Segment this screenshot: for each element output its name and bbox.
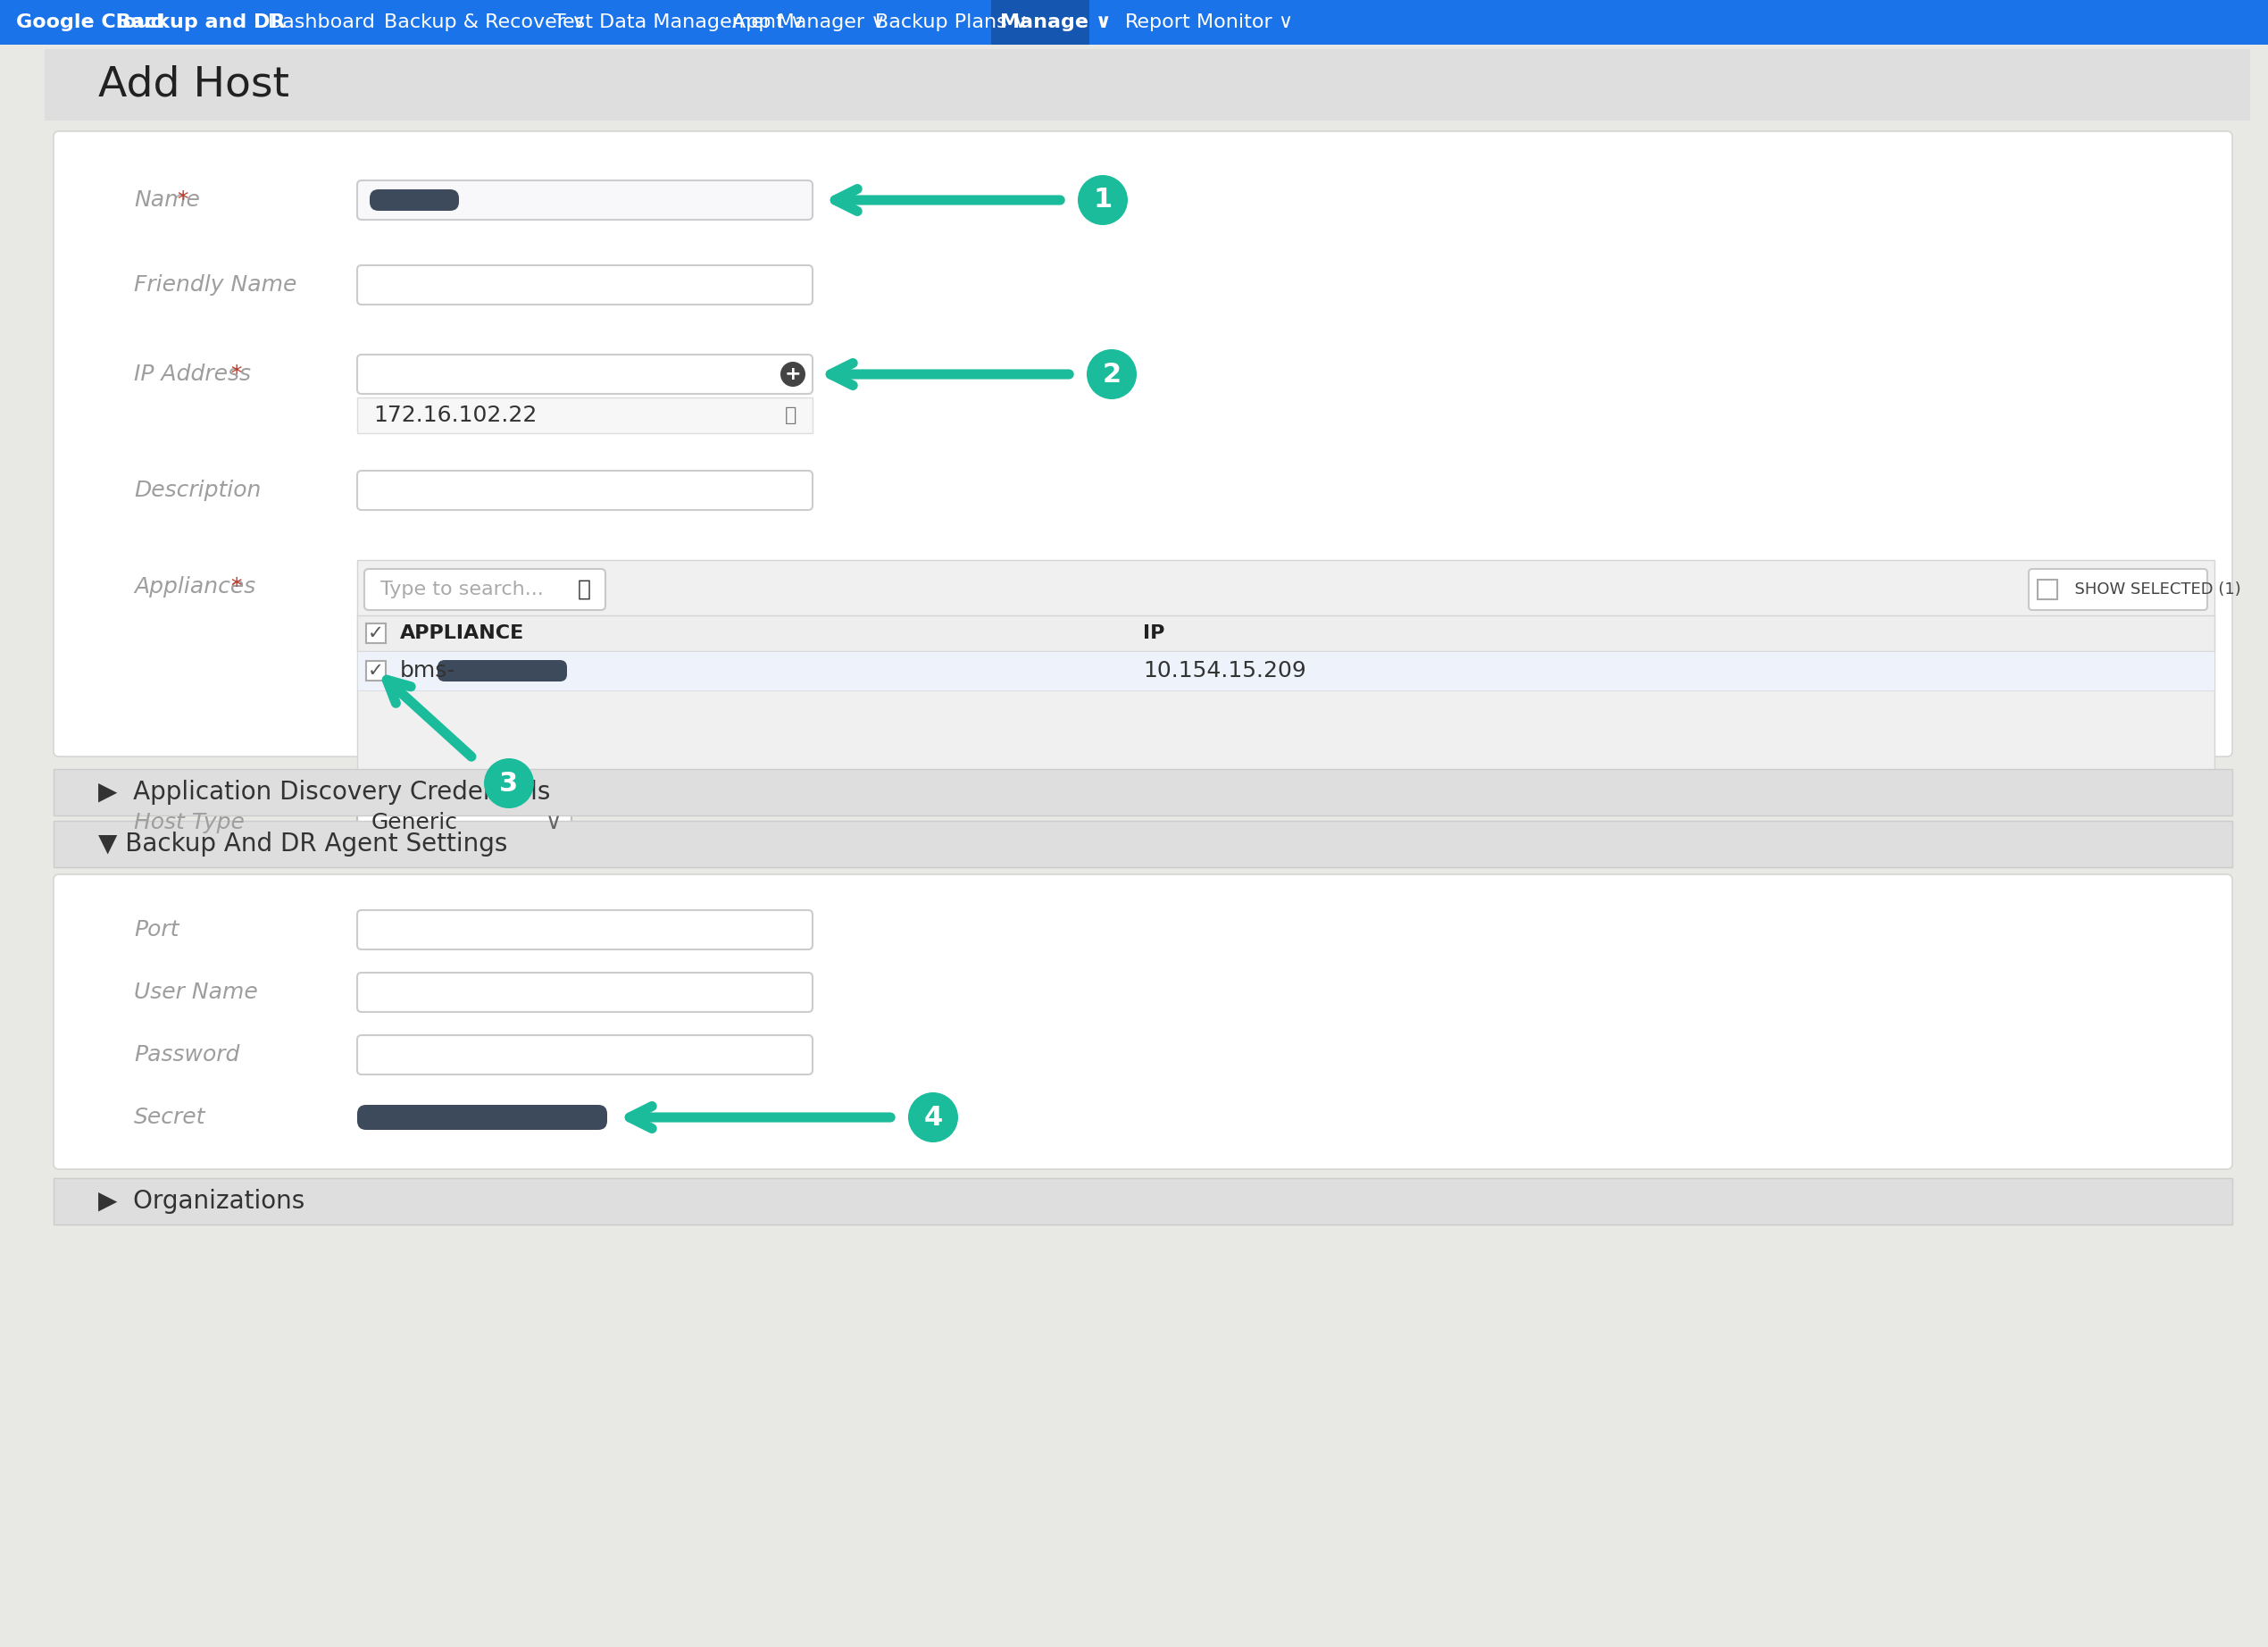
Text: Type to search...: Type to search... bbox=[381, 580, 544, 598]
Text: 2: 2 bbox=[1102, 361, 1120, 387]
Text: 4: 4 bbox=[923, 1105, 943, 1130]
Text: Generic: Generic bbox=[372, 812, 458, 833]
FancyBboxPatch shape bbox=[356, 181, 812, 219]
Text: 1: 1 bbox=[1093, 188, 1111, 212]
FancyBboxPatch shape bbox=[991, 0, 1089, 44]
Text: App Manager ∨: App Manager ∨ bbox=[733, 13, 885, 31]
FancyBboxPatch shape bbox=[356, 1036, 812, 1074]
FancyArrowPatch shape bbox=[631, 1107, 891, 1128]
Text: Backup & Recover ∨: Backup & Recover ∨ bbox=[383, 13, 585, 31]
Text: 10.154.15.209: 10.154.15.209 bbox=[1143, 660, 1306, 682]
FancyBboxPatch shape bbox=[356, 354, 812, 394]
FancyBboxPatch shape bbox=[438, 660, 567, 682]
Text: Backup Plans ∨: Backup Plans ∨ bbox=[875, 13, 1027, 31]
FancyBboxPatch shape bbox=[356, 471, 812, 511]
FancyBboxPatch shape bbox=[54, 875, 2232, 1169]
Text: *: * bbox=[177, 189, 188, 211]
Text: Description: Description bbox=[134, 479, 261, 501]
Text: Name: Name bbox=[134, 189, 200, 211]
Circle shape bbox=[1077, 175, 1127, 226]
Text: Report: Report bbox=[1125, 13, 1191, 31]
Text: Host Type: Host Type bbox=[134, 812, 245, 833]
Text: 172.16.102.22: 172.16.102.22 bbox=[374, 405, 538, 427]
Text: Monitor ∨: Monitor ∨ bbox=[1198, 13, 1293, 31]
FancyArrowPatch shape bbox=[830, 362, 1068, 385]
Text: Friendly Name: Friendly Name bbox=[134, 273, 297, 296]
Text: Backup and DR: Backup and DR bbox=[116, 13, 286, 31]
Text: Secret: Secret bbox=[134, 1107, 206, 1128]
FancyBboxPatch shape bbox=[356, 911, 812, 949]
Text: ▶  Organizations: ▶ Organizations bbox=[98, 1189, 304, 1214]
Text: 🗑: 🗑 bbox=[785, 407, 796, 425]
FancyBboxPatch shape bbox=[365, 660, 386, 680]
FancyBboxPatch shape bbox=[356, 804, 572, 842]
Text: *: * bbox=[231, 576, 240, 598]
Text: Add Host: Add Host bbox=[98, 64, 290, 105]
FancyArrowPatch shape bbox=[388, 680, 472, 756]
FancyBboxPatch shape bbox=[356, 1105, 608, 1130]
FancyBboxPatch shape bbox=[365, 624, 386, 642]
Text: ▼ Backup And DR Agent Settings: ▼ Backup And DR Agent Settings bbox=[98, 832, 508, 856]
FancyBboxPatch shape bbox=[356, 651, 2214, 690]
Text: IP: IP bbox=[1143, 624, 1166, 642]
Text: Password: Password bbox=[134, 1044, 240, 1066]
FancyBboxPatch shape bbox=[0, 0, 2268, 44]
FancyBboxPatch shape bbox=[356, 397, 812, 433]
Circle shape bbox=[780, 362, 805, 387]
FancyBboxPatch shape bbox=[2028, 568, 2207, 609]
FancyBboxPatch shape bbox=[54, 132, 2232, 756]
FancyArrowPatch shape bbox=[835, 189, 1059, 211]
Text: bms-: bms- bbox=[399, 660, 456, 682]
Circle shape bbox=[1086, 349, 1136, 399]
Text: *: * bbox=[231, 364, 240, 385]
Text: APPLIANCE: APPLIANCE bbox=[399, 624, 524, 642]
FancyBboxPatch shape bbox=[54, 1178, 2232, 1224]
Text: SHOW SELECTED (1): SHOW SELECTED (1) bbox=[2064, 581, 2241, 598]
Text: ▶  Application Discovery Credentials: ▶ Application Discovery Credentials bbox=[98, 779, 551, 805]
FancyBboxPatch shape bbox=[356, 973, 812, 1011]
Text: Dashboard: Dashboard bbox=[268, 13, 376, 31]
Text: ✓: ✓ bbox=[367, 662, 383, 680]
Text: 🔍: 🔍 bbox=[578, 578, 592, 600]
Text: Manage ∨: Manage ∨ bbox=[1000, 13, 1111, 31]
Text: IP Address: IP Address bbox=[134, 364, 252, 385]
Text: Google Cloud: Google Cloud bbox=[16, 13, 166, 31]
FancyBboxPatch shape bbox=[45, 49, 2250, 120]
FancyBboxPatch shape bbox=[54, 820, 2232, 868]
Text: Appliances: Appliances bbox=[134, 576, 256, 598]
Text: 3: 3 bbox=[499, 771, 519, 796]
FancyBboxPatch shape bbox=[54, 769, 2232, 815]
FancyBboxPatch shape bbox=[2037, 580, 2057, 600]
Text: User Name: User Name bbox=[134, 982, 259, 1003]
FancyBboxPatch shape bbox=[356, 265, 812, 305]
Text: ∨: ∨ bbox=[547, 812, 562, 833]
FancyBboxPatch shape bbox=[0, 44, 2268, 1647]
FancyBboxPatch shape bbox=[356, 560, 2214, 784]
Circle shape bbox=[483, 758, 533, 809]
Text: +: + bbox=[785, 366, 801, 384]
FancyBboxPatch shape bbox=[370, 189, 458, 211]
Text: ✓: ✓ bbox=[367, 624, 383, 642]
Text: Port: Port bbox=[134, 919, 179, 940]
FancyBboxPatch shape bbox=[356, 616, 2214, 651]
Text: Test Data Management ∨: Test Data Management ∨ bbox=[553, 13, 805, 31]
Circle shape bbox=[907, 1092, 957, 1143]
FancyBboxPatch shape bbox=[365, 568, 606, 609]
